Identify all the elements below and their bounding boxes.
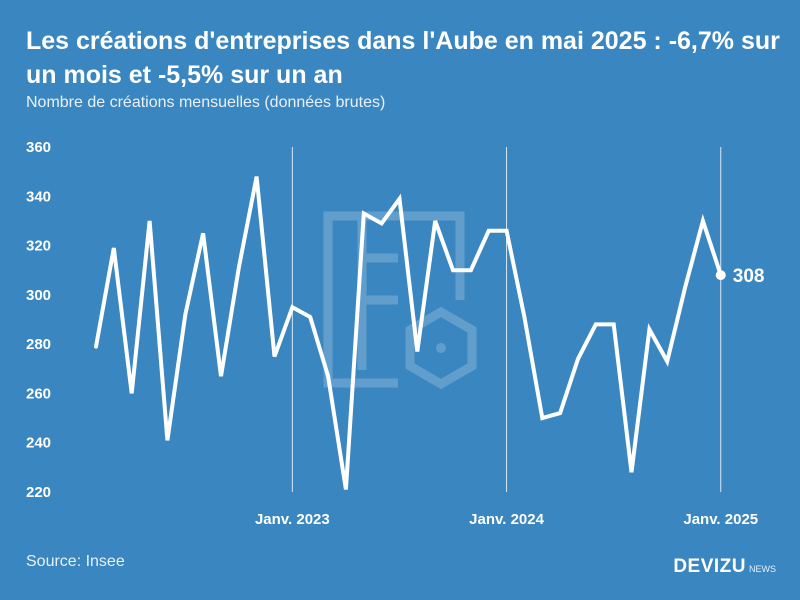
brand-logo: DEVIZU (673, 556, 746, 577)
y-tick-label: 360 (26, 139, 51, 156)
y-tick-label: 240 (26, 435, 51, 452)
y-tick-label: 340 (26, 188, 51, 205)
x-tick-label: Janv. 2024 (469, 511, 544, 528)
x-tick-label: Janv. 2023 (255, 511, 330, 528)
y-tick-label: 280 (26, 336, 51, 353)
series-line (94, 176, 723, 490)
brand-logo-suffix: NEWS (749, 564, 776, 574)
y-tick-label: 300 (26, 287, 51, 304)
y-tick-label: 320 (26, 238, 51, 255)
x-tick-label: Janv. 2025 (683, 511, 758, 528)
y-tick-label: 220 (26, 484, 51, 501)
chart-title: Les créations d'entreprises dans l'Aube … (26, 27, 780, 89)
y-tick-label: 260 (26, 385, 51, 402)
chart-subtitle: Nombre de créations mensuelles (données … (26, 94, 386, 111)
last-value-label: 308 (733, 266, 765, 287)
watermark-logo-icon (323, 211, 477, 390)
source-note: Source: Insee (26, 553, 125, 570)
last-point-marker (715, 270, 726, 281)
